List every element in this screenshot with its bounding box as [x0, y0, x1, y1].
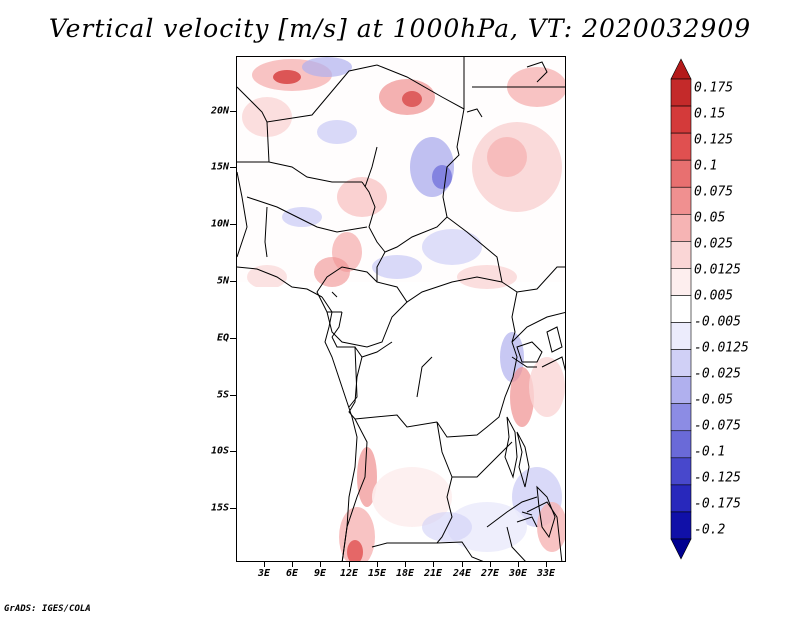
lon-tick: [490, 562, 491, 567]
colorbar-segment: [670, 457, 692, 486]
lon-tick: [546, 562, 547, 567]
colorbar-label: -0.0125: [694, 340, 749, 356]
lon-label-24e: 24E: [452, 568, 472, 579]
colorbar-segment: [670, 186, 692, 215]
colorbar-label: 0.15: [694, 106, 726, 122]
lon-label-3e: 3E: [257, 568, 271, 579]
colorbar-segment: [670, 105, 692, 134]
lon-label-33e: 33E: [536, 568, 556, 579]
lat-tick: [230, 395, 236, 396]
lon-tick: [518, 562, 519, 567]
colorbar-segment: [670, 376, 692, 405]
colorbar-segment: [670, 159, 692, 188]
colorbar-segment: [670, 132, 692, 161]
velocity-field: [237, 57, 565, 561]
colorbar: [670, 58, 692, 560]
colorbar-label: 0.125: [694, 132, 734, 148]
colorbar-segment: [670, 511, 692, 540]
colorbar-label: 0.075: [694, 184, 734, 200]
colorbar-label: -0.05: [694, 392, 734, 408]
lat-label-10s: 10S: [210, 445, 229, 457]
colorbar-segment: [670, 322, 692, 350]
lon-label-27e: 27E: [480, 568, 500, 579]
colorbar-segment: [670, 213, 692, 242]
colorbar-segment: [670, 484, 692, 513]
colorbar-label: -0.075: [694, 418, 741, 434]
lat-label-5n: 5N: [216, 275, 229, 287]
colorbar-label: 0.025: [694, 236, 734, 252]
colorbar-label: -0.2: [694, 522, 726, 538]
lon-tick: [405, 562, 406, 567]
lat-tick: [230, 111, 236, 112]
colorbar-label: -0.175: [694, 496, 741, 512]
lat-label-eq: EQ: [216, 332, 229, 344]
colorbar-segment: [670, 403, 692, 432]
colorbar-segment: [670, 58, 692, 80]
lon-label-18e: 18E: [395, 568, 415, 579]
lon-label-30e: 30E: [508, 568, 528, 579]
colorbar-label: -0.025: [694, 366, 741, 382]
colorbar-segment: [670, 349, 692, 377]
colorbar-label: -0.005: [694, 314, 741, 330]
lon-label-9e: 9E: [313, 568, 327, 579]
lat-label-15s: 15S: [210, 502, 229, 514]
colorbar-label: 0.005: [694, 288, 734, 304]
lon-tick: [349, 562, 350, 567]
colorbar-label: 0.0125: [694, 262, 741, 278]
colorbar-segment: [670, 268, 692, 296]
lat-tick: [230, 281, 236, 282]
lon-label-21e: 21E: [423, 568, 443, 579]
lon-label-15e: 15E: [367, 568, 387, 579]
coastline: [237, 61, 548, 561]
lon-label-6e: 6E: [285, 568, 299, 579]
credit-text: GrADS: IGES/COLA: [4, 604, 91, 614]
colorbar-segment: [670, 295, 692, 323]
lat-tick: [230, 508, 236, 509]
lat-label-5s: 5S: [216, 389, 229, 401]
country-borders: [237, 57, 565, 561]
colorbar-segment: [670, 538, 692, 560]
lat-tick: [230, 167, 236, 168]
colorbar-segment: [670, 430, 692, 459]
lat-tick: [230, 338, 236, 339]
lon-tick: [292, 562, 293, 567]
colorbar-segment: [670, 78, 692, 107]
lat-tick: [230, 224, 236, 225]
map-panel[interactable]: [236, 56, 566, 562]
lon-tick: [462, 562, 463, 567]
velocity-map: [237, 57, 565, 561]
lon-tick: [320, 562, 321, 567]
lon-tick: [433, 562, 434, 567]
lon-tick: [264, 562, 265, 567]
lat-label-10n: 10N: [210, 218, 229, 230]
lat-label-15n: 15N: [210, 161, 229, 173]
lat-label-20n: 20N: [210, 105, 229, 117]
colorbar-label: 0.05: [694, 210, 726, 226]
colorbar-label: 0.1: [694, 158, 718, 174]
colorbar-label: -0.1: [694, 444, 726, 460]
map-title: Vertical velocity [m/s] at 1000hPa, VT: …: [48, 14, 752, 43]
colorbar-label: -0.125: [694, 470, 741, 486]
lon-label-12e: 12E: [339, 568, 359, 579]
lon-tick: [377, 562, 378, 567]
lat-tick: [230, 451, 236, 452]
colorbar-segment: [670, 241, 692, 269]
colorbar-label: 0.175: [694, 80, 734, 96]
